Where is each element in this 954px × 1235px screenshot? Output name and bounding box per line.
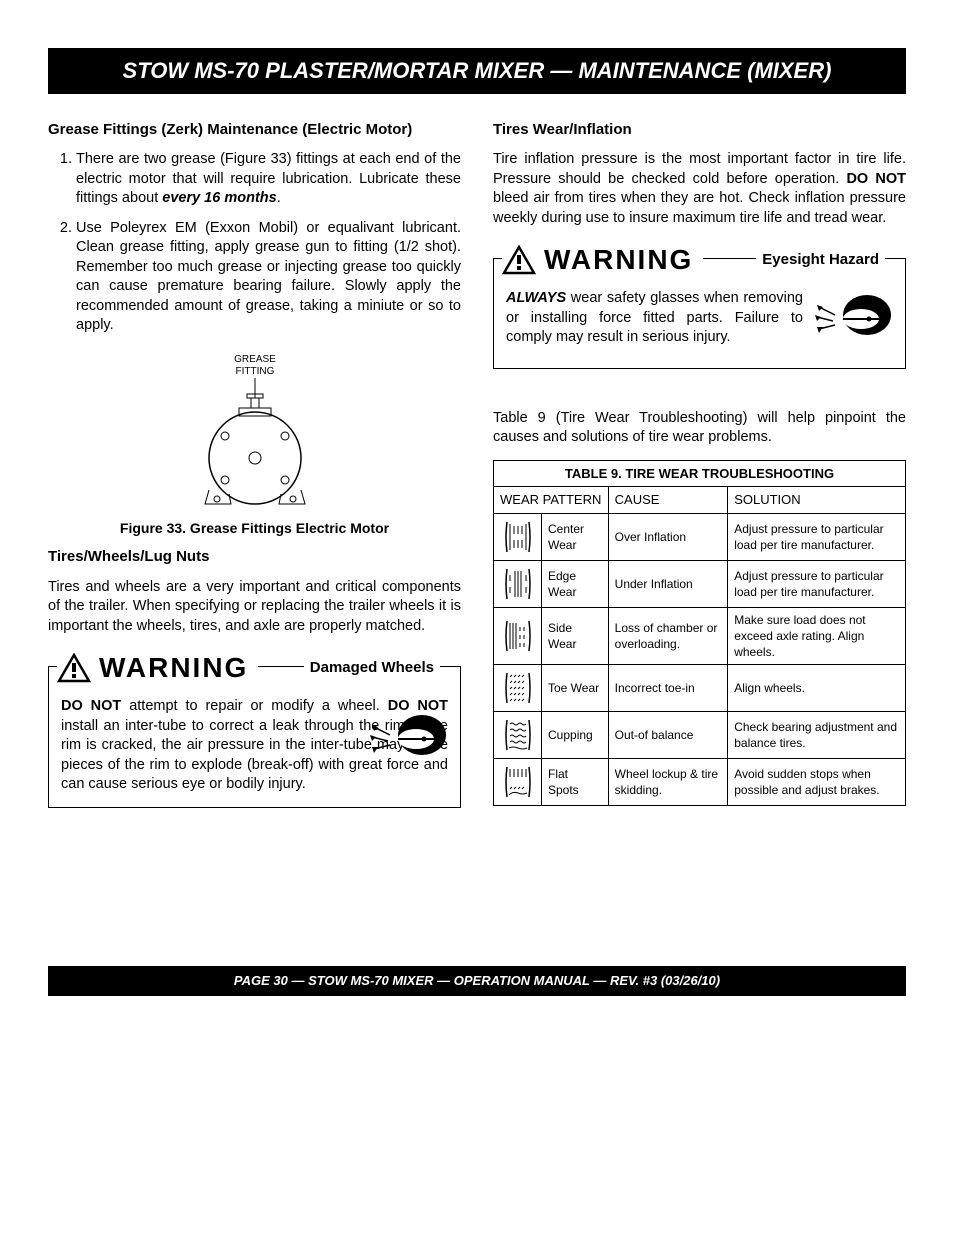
tires-wear-para: Tire inflation pressure is the most impo… xyxy=(493,150,906,228)
warn1-t2: attempt to repair or modify a wheel. xyxy=(121,698,387,714)
warning-badge: WARNING xyxy=(57,649,258,687)
warning-text-body-2: ALWAYS wear safety glasses when removing… xyxy=(506,289,803,348)
pattern-icon xyxy=(494,665,542,712)
two-column-layout: Grease Fittings (Zerk) Maintenance (Elec… xyxy=(48,112,906,826)
left-column: Grease Fittings (Zerk) Maintenance (Elec… xyxy=(48,112,461,826)
svg-text:GREASE: GREASE xyxy=(234,354,276,365)
pattern-icon xyxy=(494,513,542,560)
wear-name: Toe Wear xyxy=(542,665,609,712)
table-row: Flat Spots Wheel lockup & tire skidding.… xyxy=(494,759,906,806)
wear-name: Flat Spots xyxy=(542,759,609,806)
figure-33: GREASE FITTING xyxy=(48,348,461,537)
warning-label: WARNING xyxy=(93,649,254,687)
wear-name: Center Wear xyxy=(542,513,609,560)
pattern-icon xyxy=(494,712,542,759)
grease-steps: There are two grease (Figure 33) fitting… xyxy=(48,150,461,336)
pattern-icon xyxy=(494,607,542,665)
page: STOW MS-70 PLASTER/MORTAR MIXER — MAINTE… xyxy=(0,0,954,1016)
wear-solution: Check bearing adjustment and balance tir… xyxy=(728,712,906,759)
goggles-icon xyxy=(368,709,448,776)
footer-bar: PAGE 30 — STOW MS-70 MIXER — OPERATION M… xyxy=(48,966,906,996)
warning-eyesight: WARNING Eyesight Hazard ALWAYS wear safe… xyxy=(493,258,906,368)
motor-diagram-icon: GREASE FITTING xyxy=(155,348,355,508)
table-row: Cupping Out-of balance Check bearing adj… xyxy=(494,712,906,759)
table-row: Edge Wear Under Inflation Adjust pressur… xyxy=(494,560,906,607)
warning-badge-2: WARNING xyxy=(502,241,703,279)
warning-triangle-icon xyxy=(57,653,91,683)
wear-solution: Make sure load does not exceed axle rati… xyxy=(728,607,906,665)
right-column: Tires Wear/Inflation Tire inflation pres… xyxy=(493,112,906,826)
table-title: TABLE 9. TIRE WEAR TROUBLESHOOTING xyxy=(494,460,906,487)
tires-wear-heading: Tires Wear/Inflation xyxy=(493,120,906,140)
wear-name: Edge Wear xyxy=(542,560,609,607)
warning-header: WARNING Damaged Wheels xyxy=(57,649,448,687)
wear-solution: Adjust pressure to particular load per t… xyxy=(728,560,906,607)
col-wear: WEAR PATTERN xyxy=(494,487,609,514)
figure-33-caption: Figure 33. Grease Fittings Electric Moto… xyxy=(48,519,461,538)
step1-text-c: . xyxy=(277,190,281,206)
twp-b: DO NOT xyxy=(846,171,906,187)
pattern-icon xyxy=(494,759,542,806)
warning-body-2: ALWAYS wear safety glasses when removing… xyxy=(506,289,893,356)
warn2-b1: ALWAYS xyxy=(506,290,566,306)
wear-name: Cupping xyxy=(542,712,609,759)
title-bar: STOW MS-70 PLASTER/MORTAR MIXER — MAINTE… xyxy=(48,48,906,94)
wear-cause: Loss of chamber or overloading. xyxy=(608,607,728,665)
goggles-icon xyxy=(813,289,893,356)
tires-wheels-para: Tires and wheels are a very important an… xyxy=(48,578,461,637)
tire-wear-table: TABLE 9. TIRE WEAR TROUBLESHOOTING WEAR … xyxy=(493,460,906,807)
grease-step-2: Use Poleyrex EM (Exxon Mobil) or equaliv… xyxy=(76,219,461,336)
grease-step-1: There are two grease (Figure 33) fitting… xyxy=(76,150,461,209)
twp-a: Tire inflation pressure is the most impo… xyxy=(493,151,906,187)
pattern-icon xyxy=(494,560,542,607)
wear-cause: Wheel lockup & tire skidding. xyxy=(608,759,728,806)
warning-body: DO NOT attempt to repair or modify a whe… xyxy=(61,697,448,795)
warning-label-2: WARNING xyxy=(538,241,699,279)
warning-subtitle-2: Eyesight Hazard xyxy=(756,250,885,270)
wear-cause: Under Inflation xyxy=(608,560,728,607)
wear-cause: Out-of balance xyxy=(608,712,728,759)
tires-wheels-heading: Tires/Wheels/Lug Nuts xyxy=(48,547,461,567)
table-row: Center Wear Over Inflation Adjust pressu… xyxy=(494,513,906,560)
table-row: Toe Wear Incorrect toe-in Align wheels. xyxy=(494,665,906,712)
warning-subtitle: Damaged Wheels xyxy=(304,658,440,678)
wear-solution: Avoid sudden stops when possible and adj… xyxy=(728,759,906,806)
wear-cause: Over Inflation xyxy=(608,513,728,560)
col-solution: SOLUTION xyxy=(728,487,906,514)
warn1-b1: DO NOT xyxy=(61,698,121,714)
svg-text:FITTING: FITTING xyxy=(235,366,274,377)
grease-heading: Grease Fittings (Zerk) Maintenance (Elec… xyxy=(48,120,461,140)
warning-header-2: WARNING Eyesight Hazard xyxy=(502,241,893,279)
twp-c: bleed air from tires when they are hot. … xyxy=(493,190,906,226)
wear-solution: Adjust pressure to particular load per t… xyxy=(728,513,906,560)
table-intro: Table 9 (Tire Wear Troubleshooting) will… xyxy=(493,409,906,448)
col-cause: CAUSE xyxy=(608,487,728,514)
warning-damaged-wheels: WARNING Damaged Wheels DO NOT attempt to… xyxy=(48,666,461,808)
table-row: Side Wear Loss of chamber or overloading… xyxy=(494,607,906,665)
wear-solution: Align wheels. xyxy=(728,665,906,712)
wear-name: Side Wear xyxy=(542,607,609,665)
wear-cause: Incorrect toe-in xyxy=(608,665,728,712)
step1-emphasis: every 16 months xyxy=(162,190,276,206)
warning-triangle-icon xyxy=(502,245,536,275)
